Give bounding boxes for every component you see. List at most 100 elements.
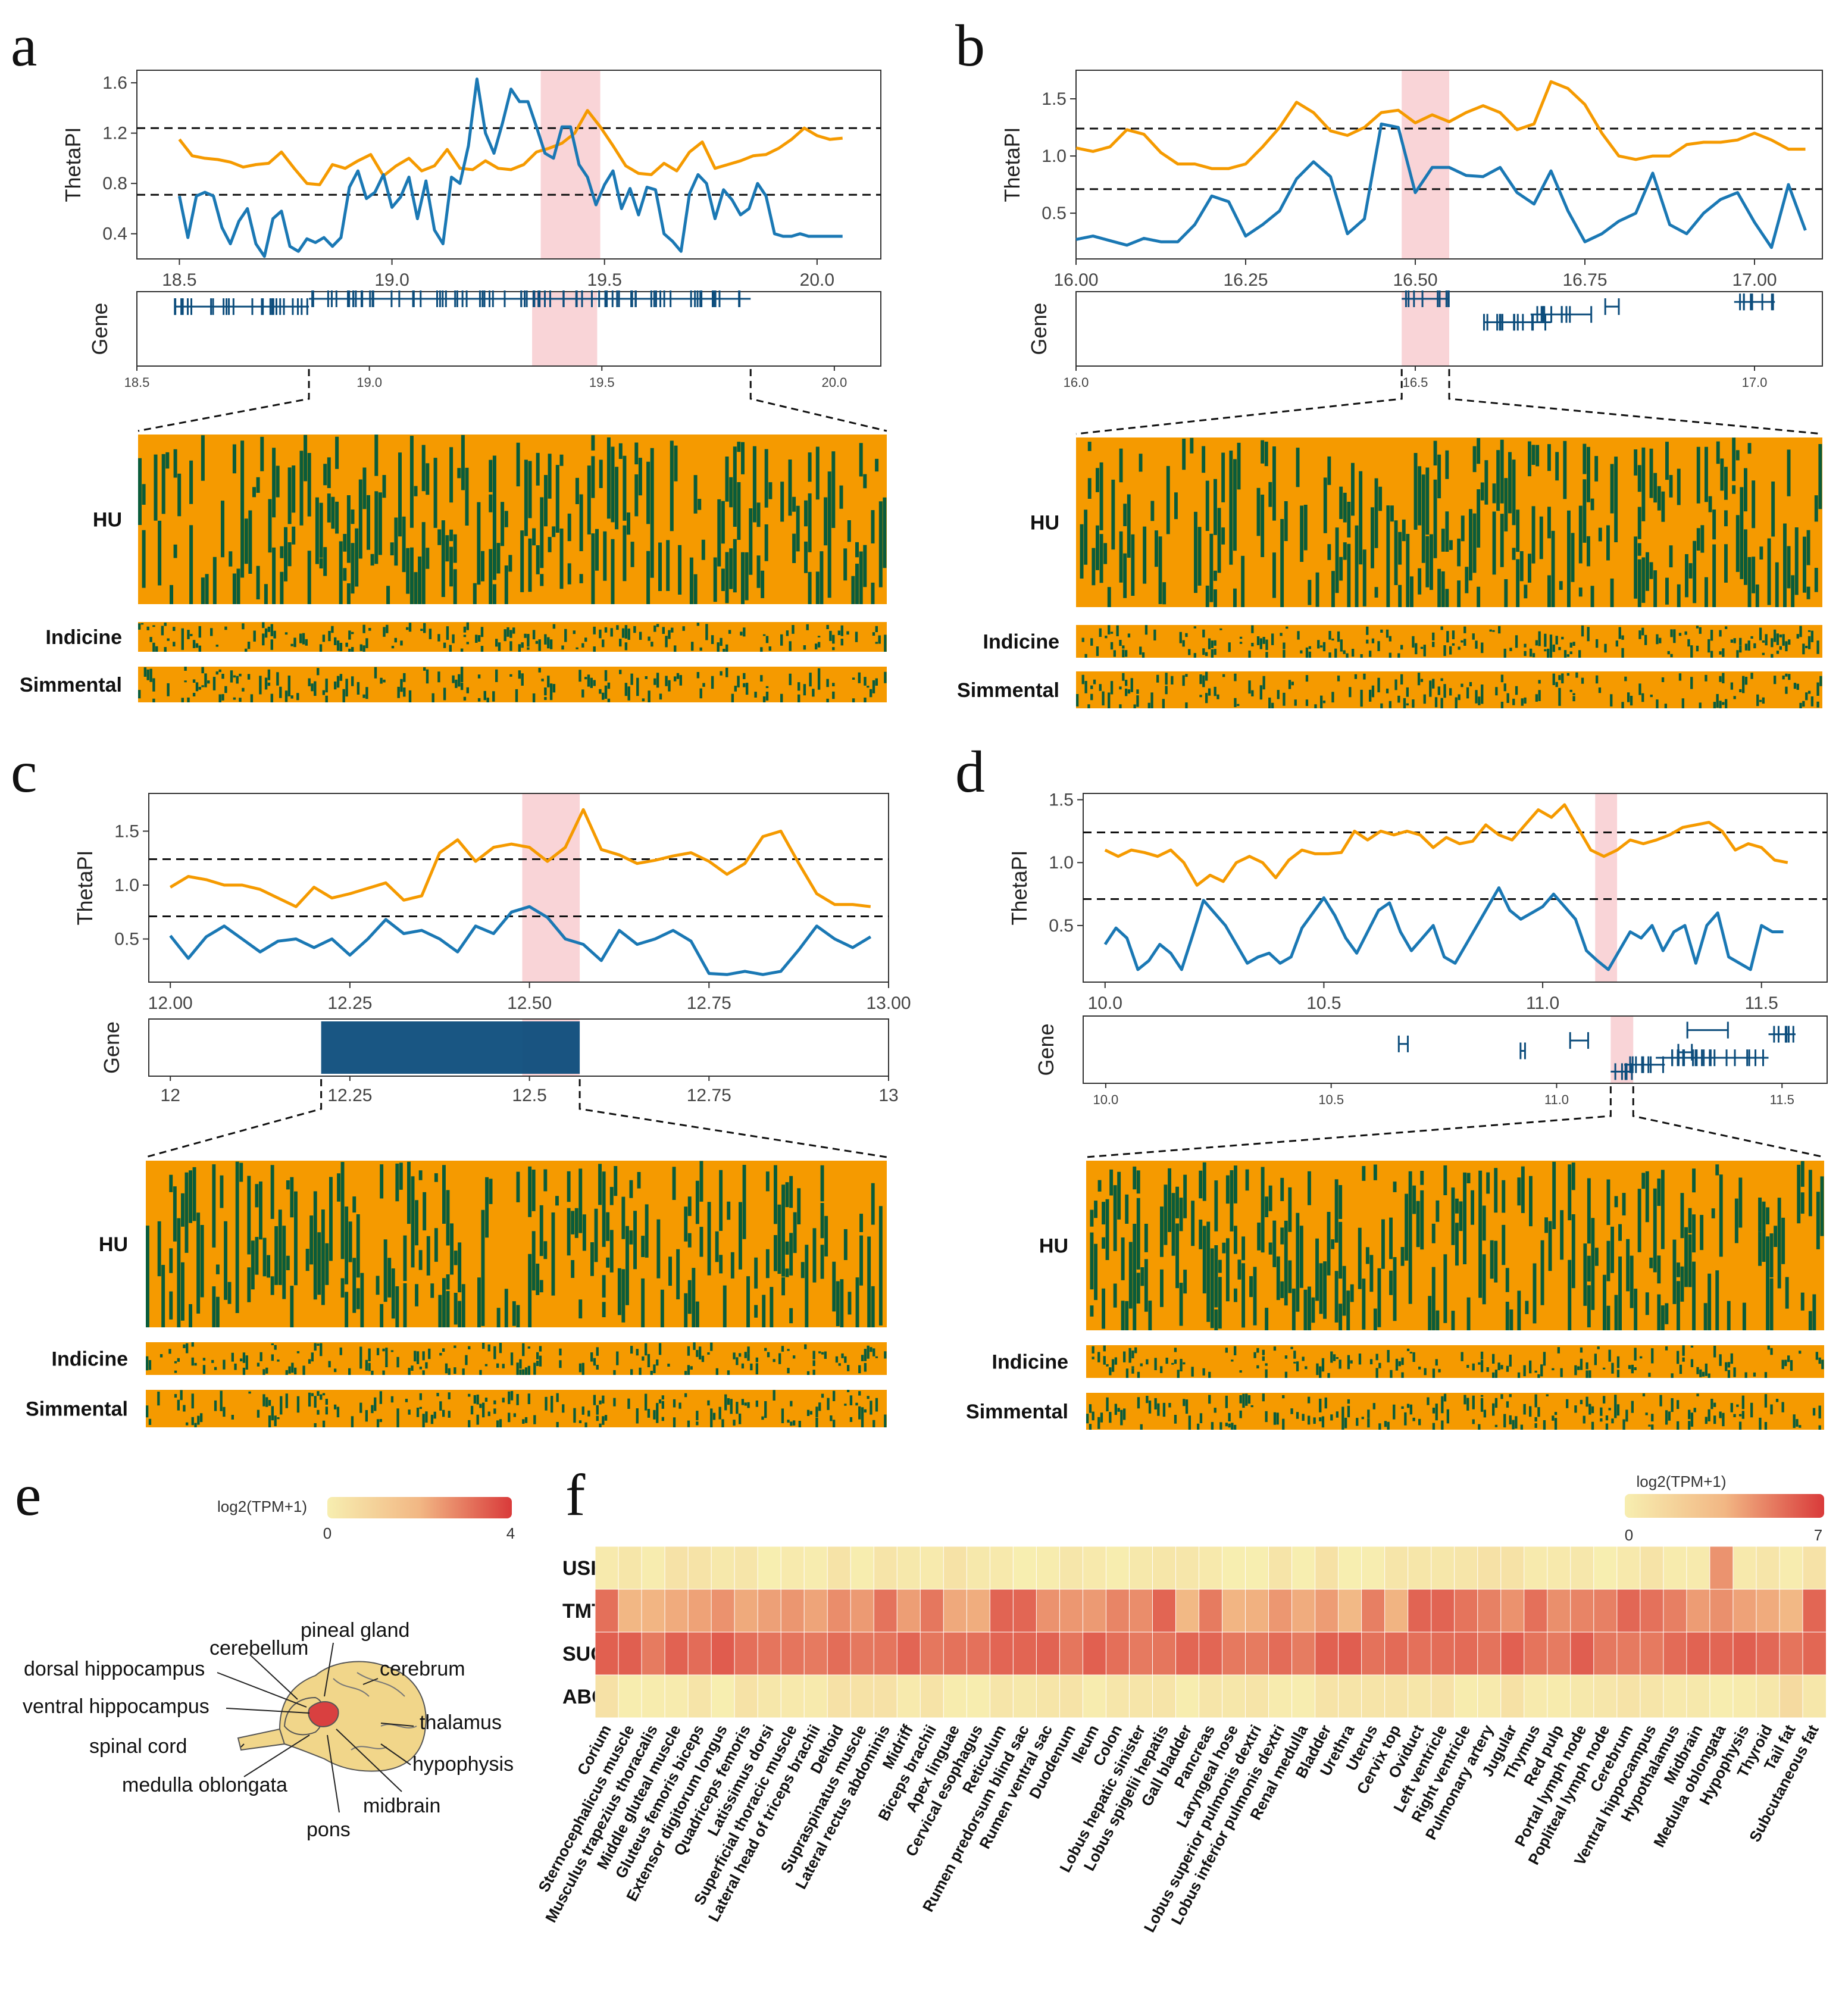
highlight-band — [540, 70, 601, 259]
heatmap-cell — [1802, 1631, 1827, 1676]
heatmap-cell — [1128, 1589, 1153, 1633]
plot-frame — [1075, 70, 1823, 260]
gene-exon — [1713, 1049, 1716, 1067]
gene-exon — [670, 290, 672, 307]
gene-axis-title: Gene — [99, 1021, 124, 1074]
gene-exon — [275, 298, 277, 315]
gene-exon — [312, 290, 314, 307]
gene-exon — [618, 290, 620, 307]
haplotype-label-simmental: Simmental — [957, 679, 1059, 702]
gene-exon — [279, 298, 282, 315]
heatmap-cell — [664, 1546, 689, 1590]
heatmap-cell — [1802, 1589, 1827, 1633]
gene-exon — [631, 290, 633, 307]
gene-exon — [524, 290, 526, 307]
heatmap-cell — [1222, 1631, 1246, 1676]
heatmap-cell — [1709, 1589, 1734, 1633]
brain-thalamus-hot — [308, 1701, 339, 1727]
heatmap-cell — [1524, 1631, 1548, 1676]
heatmap-cell — [850, 1674, 875, 1718]
heatmap-cell — [1802, 1546, 1827, 1590]
heatmap-cell — [664, 1631, 689, 1676]
gene-model — [1624, 1056, 1665, 1073]
heatmap-cell — [1524, 1589, 1548, 1633]
gene-exon — [1677, 1043, 1680, 1061]
gene-exon — [465, 290, 468, 307]
gene-exon — [190, 298, 193, 315]
gene-exon — [1625, 1063, 1628, 1080]
gene-exon — [1773, 1026, 1775, 1043]
gene-exon — [1587, 1032, 1589, 1049]
gene-exon — [1536, 306, 1538, 323]
heatmap-cell — [1198, 1674, 1223, 1718]
heatmap-cell — [1663, 1631, 1687, 1676]
gene-exon — [1772, 293, 1774, 311]
heatmap-cell — [1361, 1631, 1386, 1676]
heatmap-cell — [711, 1674, 736, 1718]
y-axis-title: ThetaPI — [1000, 127, 1024, 202]
gene-exon — [690, 290, 692, 307]
haplotype-label-hu: HU — [1039, 1235, 1068, 1258]
gene-exon — [1522, 314, 1524, 331]
gene-exon — [1499, 314, 1501, 331]
heatmap-cell — [757, 1674, 782, 1718]
x-tick-label: 16.25 — [1223, 270, 1268, 290]
heatmap-cell — [1454, 1546, 1478, 1590]
zoom-connector-right — [1632, 1086, 1825, 1158]
gene-exon — [360, 290, 362, 307]
gene-model — [1397, 1035, 1409, 1052]
heatmap-cell — [1616, 1546, 1641, 1590]
series-line-hu — [169, 808, 871, 908]
brain-panel-e: log2(TPM+1) 0 4 pineal gland cerebellum … — [23, 1497, 515, 1841]
gene-model — [1604, 298, 1620, 315]
heatmap-cell — [1640, 1589, 1664, 1633]
gene-model — [1768, 1026, 1796, 1043]
gene-exon — [1560, 306, 1563, 323]
plot-frame — [148, 793, 889, 983]
gene-x-tick-label: 19.0 — [356, 375, 382, 390]
heatmap-cell — [1408, 1674, 1432, 1718]
gene-exon — [1686, 1021, 1688, 1039]
heatmap-cell — [1547, 1674, 1571, 1718]
gene-exon — [174, 298, 177, 315]
heatmap-cell — [1361, 1546, 1386, 1590]
heatmap-cell — [1315, 1589, 1339, 1633]
heatmap-cell — [1082, 1589, 1107, 1633]
x-tick-label: 19.5 — [587, 270, 622, 290]
heatmap-cell — [803, 1589, 828, 1633]
y-axis-title: ThetaPI — [1007, 850, 1031, 925]
heatmap-cell — [920, 1631, 945, 1676]
gene-exon — [1447, 290, 1450, 307]
heatmap-cell — [803, 1546, 828, 1590]
gene-x-tick-label: 12.5 — [512, 1086, 546, 1105]
heatmap-cell — [1779, 1631, 1803, 1676]
haplotype-variant-marks — [1081, 625, 1819, 658]
gene-exon — [606, 290, 608, 307]
gene-exon — [1761, 293, 1763, 311]
gene-highlight-band — [532, 292, 598, 366]
heatmap-cell — [1082, 1674, 1107, 1718]
gene-model — [1686, 1021, 1729, 1039]
haplotype-base — [138, 622, 887, 652]
gene-exon — [520, 290, 523, 307]
heatmap-cell — [1593, 1589, 1618, 1633]
highlight-band — [522, 793, 580, 982]
gene-exon — [1408, 290, 1410, 307]
brain-label-midbrain: midbrain — [363, 1795, 440, 1817]
gene-exon — [1792, 1026, 1794, 1043]
gene-exon — [1709, 1049, 1711, 1067]
heatmap-cell — [1477, 1674, 1502, 1718]
gene-exon — [1748, 1049, 1750, 1067]
heatmap-cell — [1222, 1546, 1246, 1590]
heatmap-cell — [1222, 1674, 1246, 1718]
heatmap-cell — [803, 1674, 828, 1718]
y-tick-label: 0.5 — [1049, 916, 1074, 936]
gene-x-tick-label: 13 — [878, 1086, 898, 1105]
highlight-band — [1595, 793, 1618, 982]
heatmap-cell — [1500, 1589, 1525, 1633]
gene-exon — [576, 290, 578, 307]
gene-exon — [1421, 290, 1424, 307]
brain-label-cerebrum: cerebrum — [380, 1658, 465, 1680]
gene-exon — [1413, 290, 1415, 307]
gene-exon — [1701, 1049, 1703, 1067]
